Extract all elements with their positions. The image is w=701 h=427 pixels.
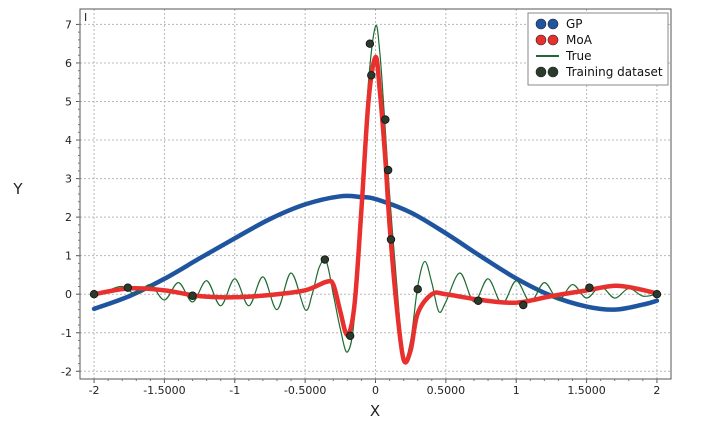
training-point bbox=[474, 296, 483, 305]
y-tick-label: 6 bbox=[65, 57, 72, 70]
training-point bbox=[386, 235, 396, 244]
training-point bbox=[89, 290, 99, 299]
training-point bbox=[123, 283, 133, 292]
legend-label-moa: MoA bbox=[566, 33, 593, 47]
y-tick-label: 7 bbox=[65, 18, 72, 31]
x-tick-label: -1.5000 bbox=[143, 384, 185, 397]
legend-label-training-dataset: Training dataset bbox=[565, 65, 663, 79]
legend-swatch-training-dataset bbox=[547, 66, 559, 78]
training-point bbox=[381, 115, 390, 124]
corner-label: I bbox=[84, 11, 87, 24]
training-point bbox=[383, 165, 393, 175]
x-tick-label: 0.5000 bbox=[427, 384, 466, 397]
series-gp-line bbox=[91, 193, 660, 312]
x-axis-title: X bbox=[370, 402, 380, 420]
training-point bbox=[519, 300, 528, 310]
y-tick-label: -2 bbox=[61, 365, 72, 378]
training-point bbox=[188, 291, 197, 300]
y-tick-label: 1 bbox=[65, 250, 72, 263]
legend-swatch-gp bbox=[547, 18, 559, 30]
x-tick-label: 0 bbox=[372, 384, 379, 397]
y-tick-label: 3 bbox=[65, 173, 72, 186]
legend-swatch-moa bbox=[535, 34, 547, 46]
legend-swatch-training-dataset bbox=[535, 66, 547, 78]
legend-swatch-gp bbox=[535, 18, 547, 30]
training-point bbox=[652, 290, 662, 299]
series-moa-line bbox=[91, 54, 660, 365]
training-point bbox=[367, 71, 376, 80]
axis-ticks: -2 -1.5000 -1 -0.5000 0 0.5000 1 1.5000 2 -2 -1 0 1 2… bbox=[61, 18, 660, 397]
x-tick-label: -1 bbox=[229, 384, 240, 397]
y-tick-label: 5 bbox=[65, 96, 72, 109]
series bbox=[89, 24, 662, 365]
training-point bbox=[320, 255, 330, 264]
training-point bbox=[585, 283, 594, 292]
y-tick-label: 0 bbox=[65, 288, 72, 301]
y-axis-title: Y bbox=[12, 180, 23, 198]
legend-swatch-moa bbox=[547, 34, 559, 46]
x-tick-label: 2 bbox=[653, 384, 660, 397]
x-tick-label: 1.5000 bbox=[567, 384, 606, 397]
x-tick-label: -2 bbox=[89, 384, 100, 397]
training-point bbox=[413, 284, 422, 294]
y-tick-label: 2 bbox=[65, 211, 72, 224]
x-tick-label: -0.5000 bbox=[284, 384, 326, 397]
training-point bbox=[365, 39, 375, 48]
y-tick-label: 4 bbox=[65, 134, 72, 147]
legend: GP MoA True Training dataset bbox=[527, 12, 669, 86]
y-tick-label: -1 bbox=[61, 327, 72, 340]
legend-label-gp: GP bbox=[566, 17, 583, 31]
legend-label-true: True bbox=[565, 49, 592, 63]
x-tick-label: 1 bbox=[513, 384, 520, 397]
training-point bbox=[345, 331, 355, 341]
